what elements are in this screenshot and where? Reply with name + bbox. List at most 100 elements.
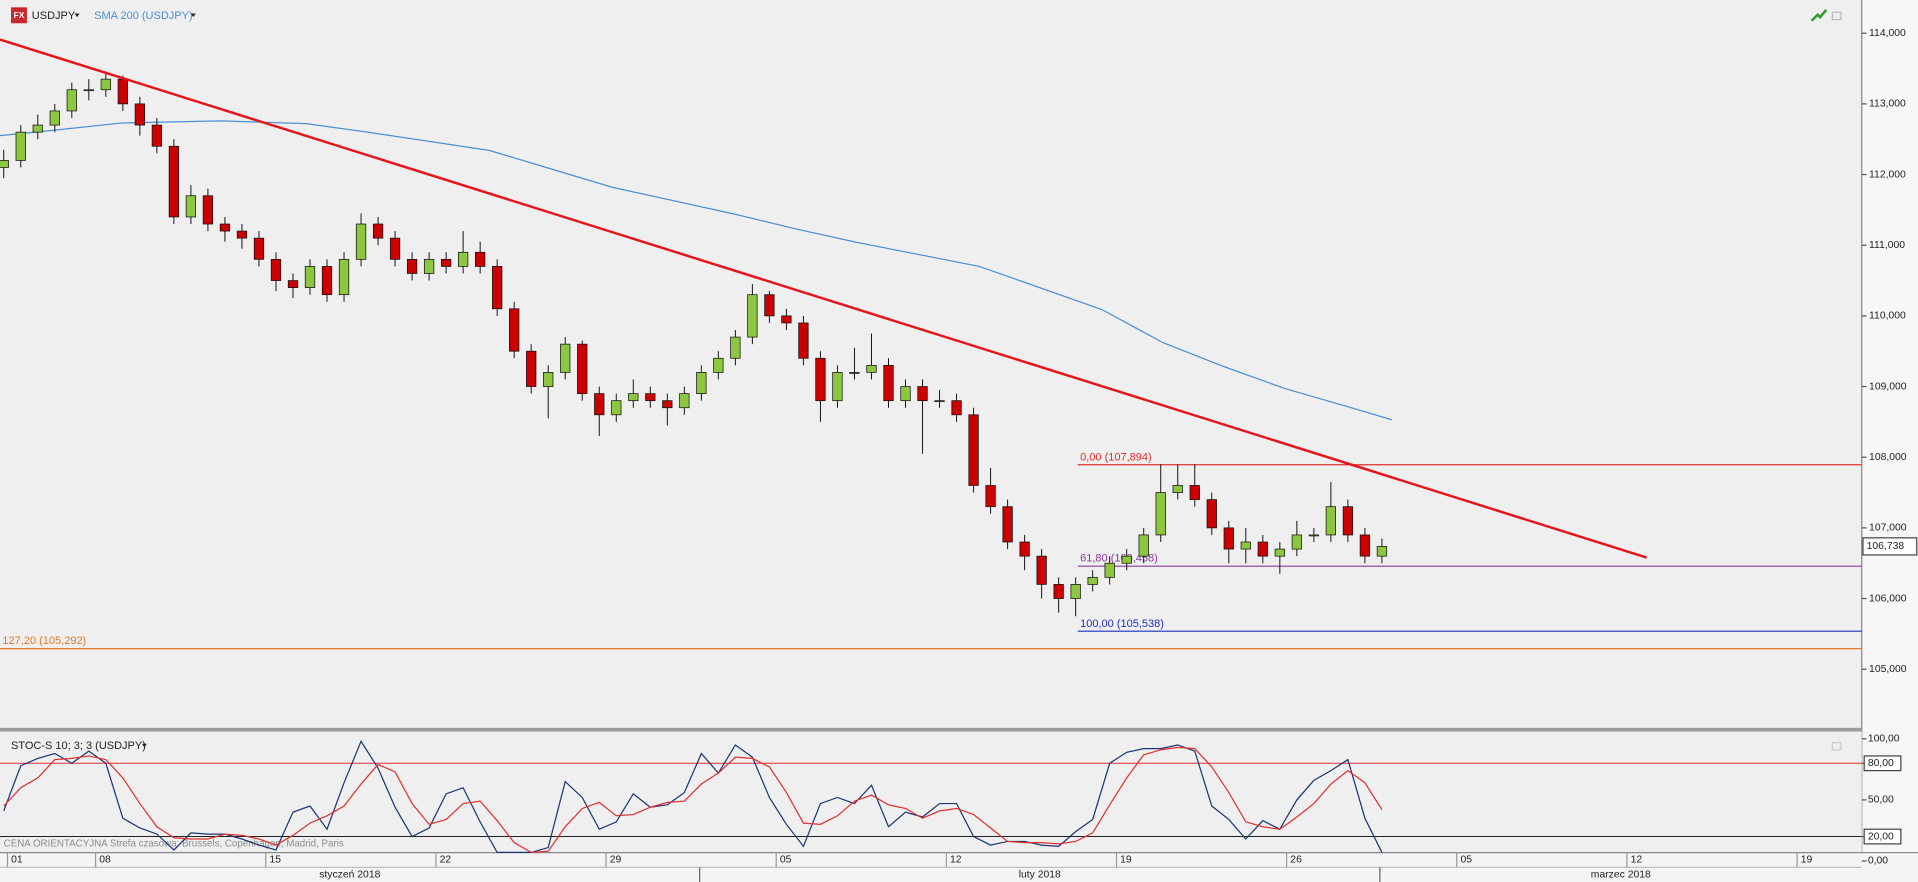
dropdown-arrow[interactable] — [190, 13, 196, 18]
trend-tool-icon[interactable] — [1810, 9, 1828, 22]
candle-body — [1172, 485, 1183, 493]
level-label: 127,20 (105,292) — [2, 635, 86, 647]
candle-body — [1087, 576, 1098, 585]
y-tick-label: 105,000 — [1869, 664, 1907, 675]
candle-body — [560, 343, 571, 373]
indicator-name[interactable]: SMA 200 (USDJPY) — [94, 10, 192, 22]
symbol-icon[interactable] — [11, 7, 27, 24]
window-button[interactable] — [1831, 11, 1842, 21]
candle-body — [1019, 541, 1030, 557]
candle-body — [185, 195, 197, 218]
candle-body — [338, 258, 350, 296]
trendline — [0, 38, 1648, 559]
y-tick-label: 112,000 — [1869, 169, 1906, 180]
candle-body — [934, 400, 945, 403]
candle-body — [15, 131, 26, 161]
candle-body — [1342, 506, 1354, 536]
candle-body — [1274, 548, 1285, 557]
candle-body — [1189, 485, 1200, 500]
x-tick-label: 08 — [99, 855, 111, 866]
stoch-line — [3, 746, 1383, 854]
pane-splitter — [0, 727, 1862, 732]
candle-body — [389, 237, 401, 260]
candle-body — [1376, 546, 1388, 557]
candle-body — [747, 294, 758, 338]
candle-body — [849, 372, 860, 374]
candle-body — [883, 364, 894, 402]
x-tick-label: 12 — [950, 855, 962, 866]
candle-body — [1070, 584, 1081, 599]
candle-body — [832, 372, 843, 402]
dropdown-arrow[interactable] — [74, 13, 80, 18]
price-axis-bg — [1861, 0, 1918, 882]
candle-body — [917, 386, 928, 402]
candle-body — [526, 350, 537, 387]
candle-body — [509, 308, 520, 352]
stoch-line — [3, 739, 1383, 854]
candle-body — [372, 223, 384, 239]
candle-body — [219, 223, 231, 232]
y-tick-label: 100,00 — [1868, 734, 1900, 745]
last-price-box — [1862, 537, 1918, 556]
candle-body — [287, 280, 299, 288]
candle-body — [679, 393, 690, 409]
candle-body — [1223, 527, 1234, 550]
candle-body — [475, 251, 486, 267]
y-tick-label: 113,000 — [1869, 99, 1906, 110]
candle-body — [355, 223, 367, 260]
candle-body — [236, 230, 248, 239]
candle-body — [1155, 492, 1166, 536]
y-tick-label: 108,000 — [1869, 452, 1907, 463]
dropdown-arrow[interactable] — [141, 743, 147, 748]
candle-body — [798, 322, 809, 359]
candle-body — [492, 266, 503, 310]
x-tick-label: 19 — [1120, 855, 1132, 866]
candle-body — [713, 357, 724, 373]
y-tick-label: 109,000 — [1869, 381, 1907, 392]
candle-body — [815, 357, 826, 402]
candle-body — [134, 103, 145, 126]
y-tick-label: 80,00 — [1868, 758, 1894, 769]
window-button[interactable] — [1831, 741, 1842, 751]
candle-body — [304, 266, 316, 288]
last-price-label: 106,738 — [1867, 541, 1905, 552]
y-tick-label: 106,000 — [1869, 593, 1907, 604]
month-label: luty 2018 — [1019, 869, 1061, 880]
x-tick-label: 05 — [1460, 855, 1472, 866]
candle-body — [1053, 584, 1064, 599]
candle-body — [1036, 555, 1047, 585]
candle-body — [423, 258, 435, 274]
x-tick-label: 22 — [440, 855, 452, 866]
candle-body — [49, 110, 60, 126]
level-label: 100,00 (105,538) — [1080, 618, 1164, 630]
candle-body — [117, 78, 128, 105]
candle-body — [1121, 555, 1132, 564]
candle-body — [1325, 506, 1337, 536]
candle-body — [730, 336, 741, 359]
y-tick-label: 111,000 — [1869, 240, 1905, 251]
symbol-name[interactable]: USDJPY — [32, 10, 76, 22]
candle-body — [151, 124, 163, 147]
symbol-icon-text: FX — [13, 10, 24, 20]
y-tick-label: 110,000 — [1869, 311, 1906, 322]
candle-body — [628, 393, 639, 402]
x-tick-label: 19 — [1801, 855, 1813, 866]
candle-body — [1359, 534, 1371, 557]
candle-body — [866, 364, 877, 373]
y-tick-label: 114,000 — [1869, 28, 1906, 39]
candle-body — [168, 145, 180, 218]
candle-body — [100, 78, 111, 91]
stoch-plot-bg — [0, 731, 1862, 853]
candle-body — [0, 160, 9, 168]
candle-body — [1206, 499, 1217, 529]
candle-body — [1291, 534, 1302, 550]
tick-box — [1863, 755, 1902, 772]
candle-body — [781, 315, 792, 324]
candle-body — [662, 400, 673, 409]
x-tick-label: 05 — [780, 855, 792, 866]
x-tick-label: 29 — [610, 855, 622, 866]
y-tick-label: 107,000 — [1869, 523, 1907, 534]
indicator-name[interactable]: STOC-S 10; 3; 3 (USDJPY) — [11, 740, 146, 752]
candle-body — [66, 89, 77, 112]
